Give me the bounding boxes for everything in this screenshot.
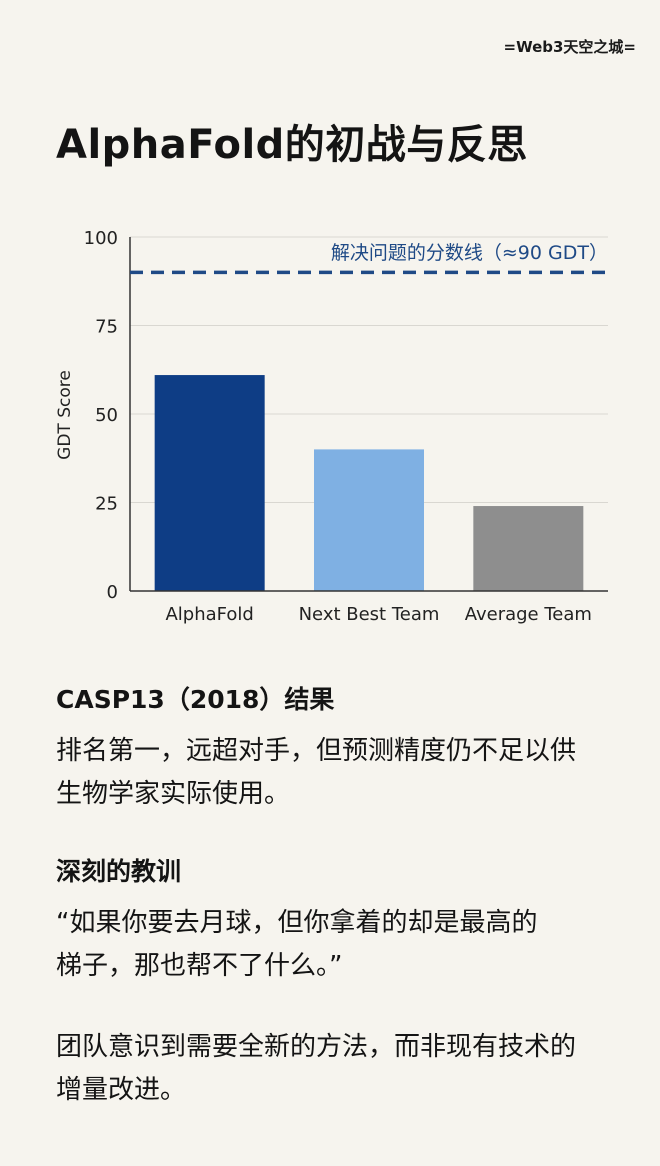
brand-watermark: =Web3天空之城= [503, 38, 637, 56]
results-heading: CASP13（2018）结果 [56, 685, 335, 714]
bar-average-team [473, 506, 584, 591]
y-tick-label-100: 100 [84, 228, 118, 249]
x-tick-label-1: Next Best Team [299, 604, 440, 625]
lesson-heading: 深刻的教训 [56, 857, 182, 886]
lesson-quote-line1: “如果你要去月球，但你拿着的却是最高的 [56, 908, 538, 938]
lesson-section: 深刻的教训 “如果你要去月球，但你拿着的却是最高的 梯子，那也帮不了什么。” 团… [56, 852, 616, 1112]
y-tick-label-75: 75 [95, 317, 118, 338]
x-tick-label-0: AlphaFold [165, 604, 253, 625]
y-tick-label-0: 0 [107, 582, 118, 603]
bar-alphafold [154, 375, 265, 591]
labels-layer: 0 25 50 75 100 AlphaFold Next Best Team Average… [84, 228, 592, 625]
page-title: AlphaFold的初战与反思 [56, 122, 528, 168]
bars-layer [154, 375, 584, 591]
lesson-text-line1: 团队意识到需要全新的方法，而非现有技术的 [56, 1032, 577, 1062]
y-axis-label: GDT Score [55, 370, 75, 460]
results-section: CASP13（2018）结果 排名第一，远超对手，但预测精度仍不足以供 生物学家… [56, 680, 616, 816]
lesson-quote-line2: 梯子，那也帮不了什么。” [56, 951, 343, 981]
y-tick-label-50: 50 [95, 405, 118, 426]
gdt-bar-chart: 0 25 50 75 100 AlphaFold Next Best Team Average… [55, 228, 608, 625]
axes-layer [129, 237, 608, 592]
lesson-text-line2: 增量改进。 [56, 1075, 187, 1105]
results-text-line1: 排名第一，远超对手，但预测精度仍不足以供 [56, 736, 577, 766]
x-tick-label-2: Average Team [465, 604, 592, 625]
y-tick-label-25: 25 [95, 494, 118, 515]
results-text-line2: 生物学家实际使用。 [56, 779, 291, 809]
reference-line-label: 解决问题的分数线（≈90 GDT） [331, 242, 608, 264]
bar-next-best-team [314, 449, 424, 591]
